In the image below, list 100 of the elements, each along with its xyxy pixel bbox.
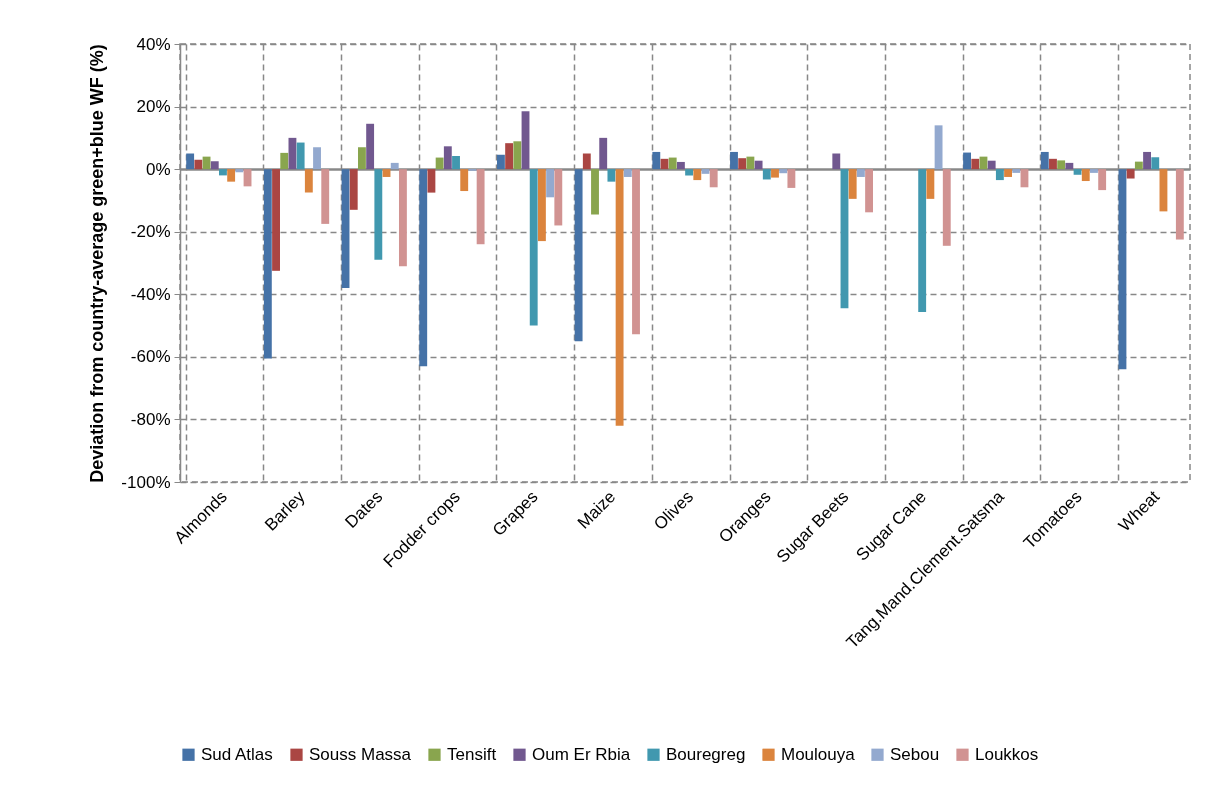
bar: [963, 152, 972, 170]
bar: [995, 169, 1004, 181]
bar: [443, 146, 452, 170]
bar: [496, 154, 505, 170]
bar: [787, 169, 796, 188]
bar: [856, 169, 865, 177]
bar: [701, 169, 710, 174]
y-tick-label: -80%: [130, 409, 171, 429]
bar: [505, 143, 514, 170]
bar: [358, 147, 366, 170]
bar: [1049, 158, 1057, 170]
bar: [926, 169, 935, 199]
bar: [374, 169, 383, 260]
y-tick-label: 40%: [136, 34, 171, 54]
bar: [390, 162, 399, 170]
bar: [623, 169, 632, 177]
bar: [599, 137, 608, 170]
bar: [227, 169, 236, 182]
bar: [313, 147, 321, 170]
bar: [1175, 169, 1184, 240]
bar: [848, 169, 857, 199]
bar: [452, 156, 460, 170]
bar: [263, 169, 272, 359]
bar: [194, 159, 203, 170]
bar: [366, 123, 375, 170]
y-tick-label: -60%: [130, 347, 171, 367]
y-tick-label: -40%: [130, 284, 171, 304]
bar: [632, 169, 640, 335]
bar: [435, 157, 444, 170]
bar: [832, 153, 841, 170]
bar: [398, 169, 407, 267]
bar: [730, 151, 738, 170]
bar: [1081, 169, 1090, 182]
bar: [971, 158, 980, 170]
bar: [321, 169, 330, 224]
bar: [987, 160, 996, 170]
bar: [1134, 161, 1143, 170]
bar: [652, 151, 661, 170]
bar: [1040, 151, 1049, 170]
bar: [1151, 157, 1160, 170]
bar: [546, 169, 555, 198]
bar: [1012, 169, 1021, 173]
bar: [296, 142, 305, 170]
bar: [1090, 169, 1098, 173]
legend-label: Loukkos: [975, 744, 1039, 764]
legend-label: Tensift: [447, 744, 497, 764]
bar: [779, 169, 788, 174]
bar: [1073, 169, 1082, 175]
bar: [1126, 169, 1135, 179]
bar: [280, 152, 289, 170]
bar: [1004, 169, 1012, 177]
bar: [738, 158, 747, 170]
bar: [942, 169, 951, 246]
bar: [582, 153, 591, 170]
bar: [934, 125, 943, 170]
bar: [1065, 162, 1074, 170]
bar: [427, 169, 436, 193]
bar: [529, 169, 538, 326]
bar: [349, 169, 358, 210]
y-tick-label: -20%: [130, 222, 171, 242]
bar: [1098, 169, 1107, 191]
bar: [615, 169, 624, 426]
bar: [1143, 151, 1151, 170]
bar: [762, 169, 771, 180]
bar: [865, 169, 874, 213]
bar: [476, 169, 485, 245]
y-tick-label: 20%: [136, 97, 171, 117]
bar: [235, 169, 244, 173]
bar: [537, 169, 546, 242]
bar: [554, 169, 563, 226]
legend-label: Oum Er Rbia: [532, 744, 631, 764]
y-tick-label: 0%: [145, 159, 171, 179]
legend-label: Sebou: [890, 744, 940, 764]
bar: [513, 141, 522, 170]
bar: [304, 169, 313, 193]
bar: [1057, 160, 1066, 170]
bar: [754, 160, 763, 170]
legend-label: Sud Atlas: [201, 744, 273, 764]
bar: [574, 169, 583, 342]
bar: [219, 169, 227, 176]
bar: [771, 169, 779, 178]
legend-label: Souss Massa: [309, 744, 412, 764]
bar: [676, 161, 685, 170]
bar: [460, 169, 469, 192]
bar: [918, 169, 927, 313]
y-axis-title: Deviation from country-average green+blue WF (%): [87, 44, 108, 483]
bar: [607, 169, 616, 182]
bar: [746, 156, 755, 170]
legend-label: Moulouya: [781, 744, 856, 764]
bar: [382, 169, 391, 177]
bar: [272, 169, 280, 271]
bar: [591, 169, 599, 215]
y-tick-label: -100%: [121, 472, 171, 492]
bar: [210, 161, 219, 170]
bar: [668, 157, 677, 170]
bar: [419, 169, 428, 367]
bar: [693, 169, 702, 181]
bar: [685, 169, 694, 176]
bar: [709, 169, 718, 188]
bar: [186, 153, 195, 170]
